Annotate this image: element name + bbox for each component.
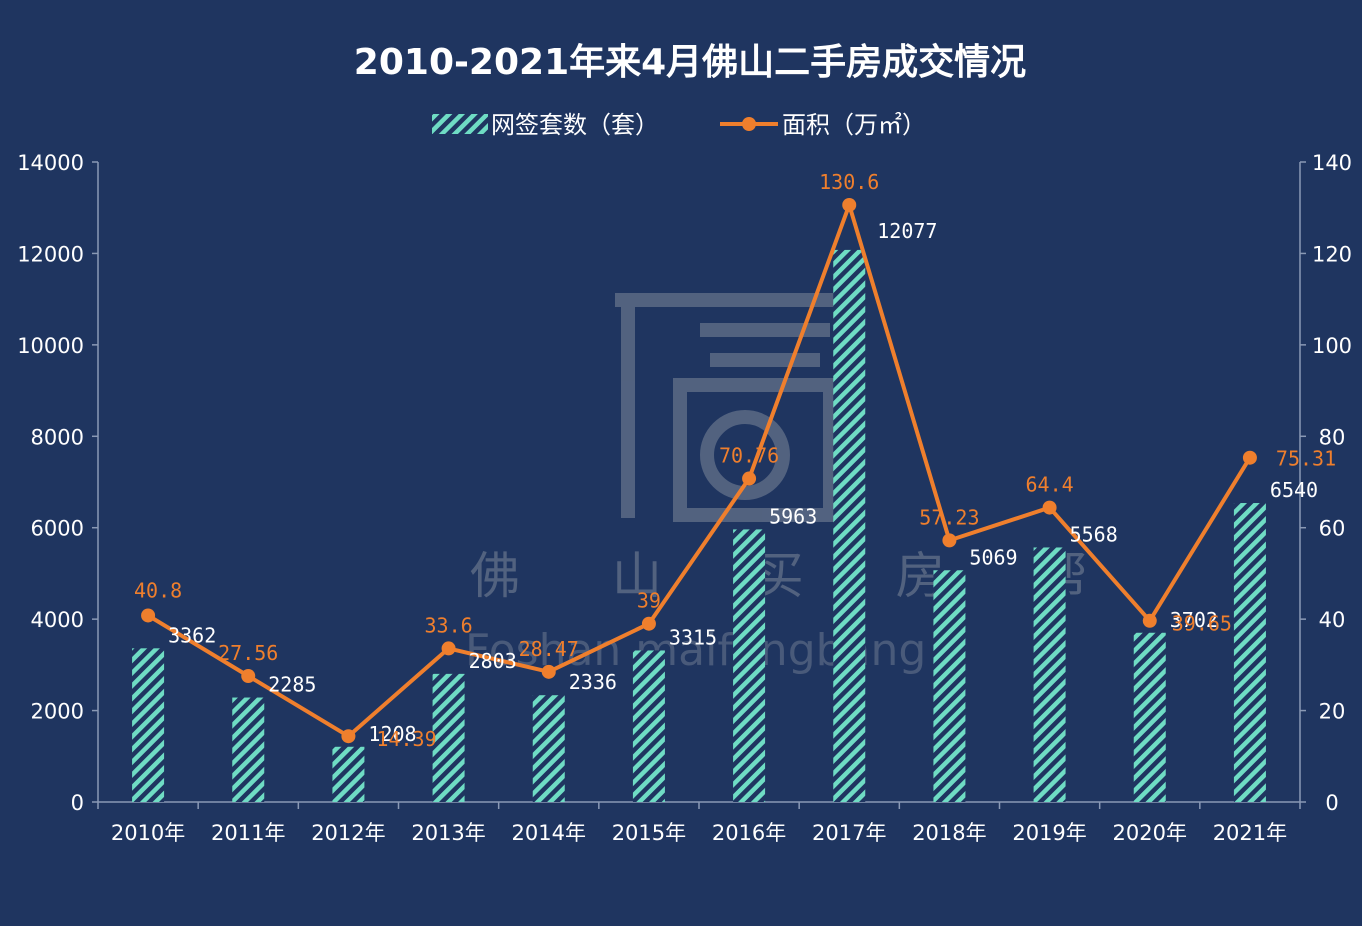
x-tick-label: 2019年 [1012,821,1086,845]
line-path [147,202,1252,739]
line-point [942,533,957,548]
line-point [541,664,556,679]
line-value-label: 75.31 [1276,447,1336,471]
line-value-label: 39.65 [1172,612,1232,636]
line-value-label: 14.39 [376,727,436,751]
y-right-tick-label: 120 [1312,242,1352,266]
bar [332,746,365,802]
y-left-tick-label: 12000 [17,242,84,266]
y-left-tick-label: 8000 [31,425,84,449]
line-point [641,616,656,631]
bars [132,249,1266,802]
bar [432,673,465,802]
x-tick-label: 2013年 [411,821,485,845]
y-right-tick-label: 20 [1319,700,1346,724]
axes: 0 2000 4000 6000 8000 10000 12000 14000 0 20 40 60 8… [17,151,1352,845]
line-value-label: 130.6 [819,170,879,194]
line-value-label: 33.6 [424,613,472,637]
line-point [241,669,256,684]
bar-value-label: 3702 [1170,608,1218,632]
data-labels: 3362 2285 1208 2803 2336 3315 5963 12077 5069 556… [134,170,1336,751]
y-right-tick-label: 60 [1319,517,1346,541]
x-tick-label: 2018年 [912,821,986,845]
bar [1133,632,1166,802]
line-point [441,641,456,656]
bar-value-label: 2336 [569,670,617,694]
line-point [742,471,757,486]
bar-value-label: 2803 [469,649,517,673]
bar [1233,503,1266,802]
x-tick-label: 2012年 [311,821,385,845]
line-point [1042,500,1057,515]
bar-value-label: 6540 [1270,478,1318,502]
legend: 网签套数（套） 面积（万㎡） [432,111,926,139]
x-tick-label: 2015年 [612,821,686,845]
bar-value-label: 3362 [168,623,216,647]
line-value-label: 57.23 [919,505,979,529]
watermark-cn: 佛 山 买 房 帮 [470,547,1126,605]
x-tick-label: 2021年 [1213,821,1287,845]
bar-value-label: 5069 [969,545,1017,569]
bar [132,648,165,802]
y-right-tick-label: 100 [1312,334,1352,358]
bar [532,695,565,802]
line-value-label: 27.56 [218,641,278,665]
legend-bar-swatch [432,114,488,134]
bar-value-label: 2285 [268,673,316,697]
line-series [141,197,1257,744]
line-point [341,729,356,744]
bar-value-label: 12077 [877,219,937,243]
legend-line-label: 面积（万㎡） [782,111,926,139]
bar-value-label: 5568 [1070,522,1118,546]
y-right-tick-label: 0 [1325,791,1338,815]
x-tick-label: 2017年 [812,821,886,845]
y-right-tick-label: 80 [1319,425,1346,449]
line-point [1242,450,1257,465]
x-tick-label: 2016年 [712,821,786,845]
line-value-label: 28.47 [519,637,579,661]
bar-value-label: 5963 [769,504,817,528]
line-point [842,197,857,212]
line-point [1142,613,1157,628]
y-left-tick-label: 0 [71,791,84,815]
legend-bar-label: 网签套数（套） [491,111,659,139]
y-left-tick-label: 2000 [31,700,84,724]
bar [632,650,665,802]
bar [833,249,866,802]
y-left-tick-label: 14000 [17,151,84,175]
y-right-tick-label: 140 [1312,151,1352,175]
bar [232,697,265,802]
bar [733,529,766,802]
x-tick-label: 2011年 [211,821,285,845]
line-value-label: 39 [637,589,661,613]
legend-line-marker [742,117,756,131]
y-left-tick-label: 4000 [31,608,84,632]
line-value-label: 70.76 [719,444,779,468]
line-value-label: 64.4 [1025,473,1073,497]
watermark-logo-icon [615,293,840,522]
bar [1033,547,1066,802]
line-point [141,608,156,623]
y-left-tick-label: 6000 [31,517,84,541]
x-tick-label: 2014年 [512,821,586,845]
x-tick-label: 2010年 [111,821,185,845]
y-right-tick-label: 40 [1319,608,1346,632]
bar-value-label: 1208 [368,722,416,746]
chart-title: 2010-2021年来4月佛山二手房成交情况 [354,41,1026,83]
x-tick-label: 2020年 [1113,821,1187,845]
line-value-label: 40.8 [134,578,182,602]
bar-value-label: 3315 [669,625,717,649]
bar [933,570,966,802]
y-left-tick-label: 10000 [17,334,84,358]
